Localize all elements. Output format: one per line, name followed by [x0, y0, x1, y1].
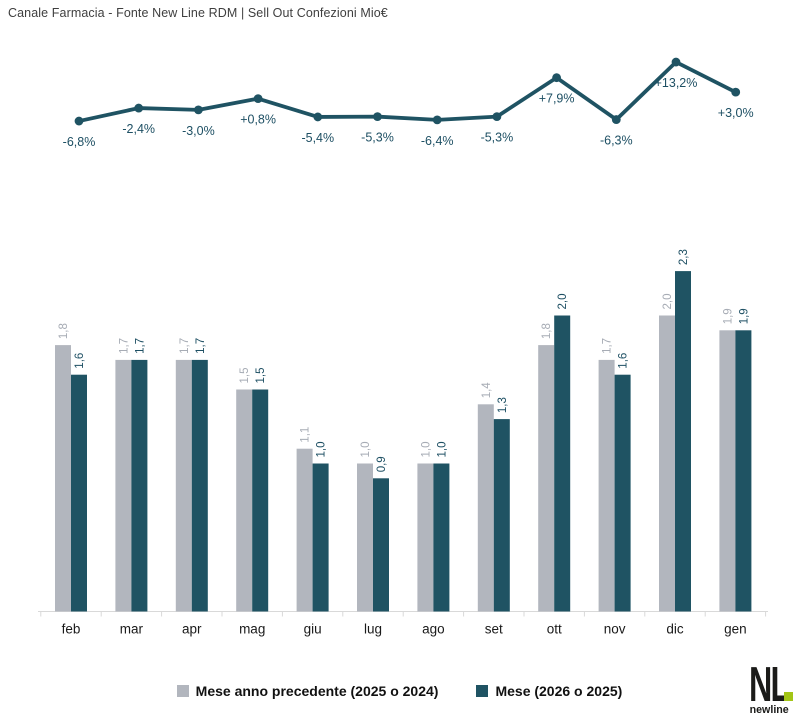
svg-text:+3,0%: +3,0% [718, 106, 754, 120]
page-title: Canale Farmacia - Fonte New Line RDM | S… [8, 6, 388, 20]
legend-item-current-year: Mese (2026 o 2025) [476, 683, 622, 699]
svg-text:-6,3%: -6,3% [600, 134, 633, 148]
logo-monogram-block: NL [741, 657, 797, 713]
svg-text:mar: mar [120, 622, 144, 637]
svg-text:lug: lug [364, 622, 382, 637]
legend-swatch-teal [476, 685, 489, 697]
chart-legend: Mese anno precedente (2025 o 2024) Mese … [0, 683, 799, 699]
svg-text:1,6: 1,6 [618, 353, 630, 369]
svg-text:1,0: 1,0 [436, 442, 448, 458]
svg-text:1,7: 1,7 [179, 338, 191, 354]
legend-label: Mese anno precedente (2025 o 2024) [195, 683, 439, 699]
svg-text:2,3: 2,3 [678, 249, 690, 265]
line-chart: -6,8% -2,4% -3,0% +0,8% -5,4% -5,3% -6,4% -5,3%… [63, 57, 754, 149]
svg-text:mag: mag [239, 622, 265, 637]
svg-text:1,0: 1,0 [420, 442, 432, 458]
svg-text:-5,3%: -5,3% [361, 131, 394, 145]
svg-text:-5,3%: -5,3% [481, 131, 514, 145]
legend-swatch-gray [176, 685, 189, 697]
svg-text:1,5: 1,5 [255, 368, 267, 384]
svg-text:1,9: 1,9 [722, 308, 734, 324]
svg-text:1,0: 1,0 [360, 442, 372, 458]
svg-text:1,8: 1,8 [58, 323, 70, 339]
legend-label: Mese (2026 o 2025) [495, 683, 623, 699]
svg-text:apr: apr [182, 622, 202, 637]
svg-text:1,0: 1,0 [316, 442, 328, 458]
svg-text:ago: ago [422, 622, 445, 637]
svg-text:+7,9%: +7,9% [539, 92, 575, 106]
svg-text:dic: dic [666, 622, 684, 637]
svg-text:-5,4%: -5,4% [301, 131, 334, 145]
svg-text:1,7: 1,7 [134, 338, 146, 354]
logo-wordmark: newline [749, 704, 789, 716]
legend-item-previous-year: Mese anno precedente (2025 o 2024) [176, 683, 439, 699]
svg-text:-6,8%: -6,8% [63, 135, 96, 149]
newline-logo: NL newline [741, 657, 797, 717]
svg-text:ott: ott [547, 622, 562, 637]
svg-text:1,7: 1,7 [118, 338, 130, 354]
svg-text:1,7: 1,7 [195, 338, 207, 354]
svg-text:1,9: 1,9 [738, 308, 750, 324]
svg-text:2,0: 2,0 [557, 294, 569, 310]
svg-text:1,4: 1,4 [481, 382, 493, 399]
svg-text:set: set [485, 622, 503, 637]
svg-text:-6,4%: -6,4% [421, 134, 454, 148]
svg-text:giu: giu [304, 622, 322, 637]
svg-text:1,7: 1,7 [602, 338, 614, 354]
svg-text:1,6: 1,6 [74, 353, 86, 369]
svg-text:feb: feb [62, 622, 81, 637]
logo-green-dot-icon [784, 692, 793, 701]
svg-text:nov: nov [604, 622, 626, 637]
svg-text:-3,0%: -3,0% [182, 124, 215, 138]
logo-monogram: NL [749, 657, 790, 713]
bar-chart: 1,8 1,6 feb 1,7 1,7 mar 1,7 1,7 apr 1,5 1,5 mag 1,1 1… [38, 249, 768, 637]
svg-text:+0,8%: +0,8% [240, 113, 276, 127]
svg-text:1,8: 1,8 [541, 323, 553, 339]
svg-text:1,5: 1,5 [239, 368, 251, 384]
svg-text:gen: gen [724, 622, 747, 637]
svg-text:1,1: 1,1 [300, 427, 312, 443]
svg-text:0,9: 0,9 [376, 456, 388, 472]
svg-text:1,3: 1,3 [497, 397, 509, 413]
svg-text:+13,2%: +13,2% [655, 76, 698, 90]
svg-text:2,0: 2,0 [662, 294, 674, 310]
svg-text:-2,4%: -2,4% [122, 122, 155, 136]
